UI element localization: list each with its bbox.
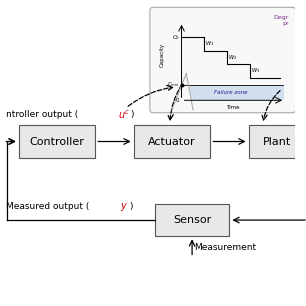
- Text: Degr
pr: Degr pr: [274, 15, 289, 26]
- Text: $y$: $y$: [120, 201, 128, 213]
- Text: $W_3$: $W_3$: [251, 66, 260, 75]
- Text: Time: Time: [226, 106, 240, 110]
- FancyBboxPatch shape: [19, 125, 95, 158]
- Polygon shape: [172, 73, 193, 110]
- Text: ): ): [130, 110, 133, 119]
- Text: Sensor: Sensor: [173, 215, 211, 225]
- Text: Plant: Plant: [263, 136, 292, 147]
- Text: Actuator: Actuator: [148, 136, 196, 147]
- Text: ): ): [129, 202, 132, 211]
- FancyBboxPatch shape: [155, 204, 230, 236]
- Text: ntroller output (: ntroller output (: [6, 110, 78, 119]
- Text: Measured output (: Measured output (: [6, 202, 90, 211]
- FancyBboxPatch shape: [134, 125, 210, 158]
- Text: $u^c$: $u^c$: [118, 108, 131, 121]
- Text: Failure zone: Failure zone: [215, 90, 248, 95]
- Text: $W_1$: $W_1$: [205, 39, 215, 48]
- Text: Measurement: Measurement: [194, 243, 256, 252]
- Text: $C_{min}$: $C_{min}$: [167, 80, 180, 89]
- Text: $W_2$: $W_2$: [228, 53, 237, 62]
- Text: $C_0$: $C_0$: [172, 33, 180, 42]
- Text: Capacity: Capacity: [160, 43, 165, 67]
- Text: Controller: Controller: [29, 136, 84, 147]
- Text: 0: 0: [176, 98, 180, 103]
- FancyBboxPatch shape: [248, 125, 306, 158]
- FancyBboxPatch shape: [150, 7, 296, 113]
- Bar: [182, 84, 284, 100]
